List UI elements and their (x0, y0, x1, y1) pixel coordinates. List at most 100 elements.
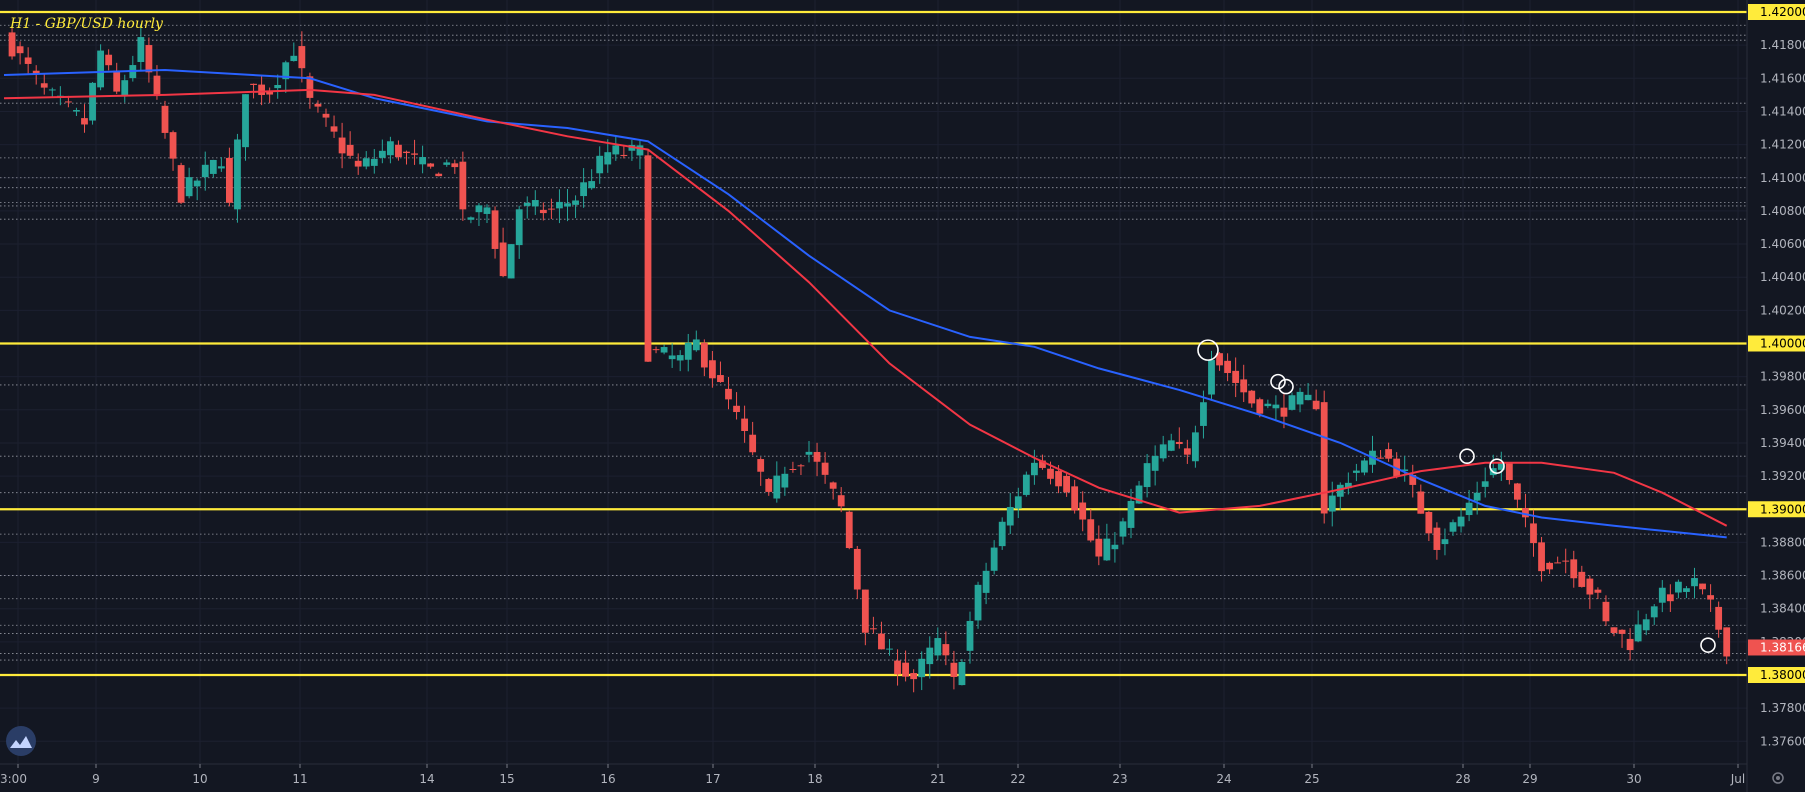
candle-body (1232, 370, 1240, 383)
candle-body (274, 84, 282, 89)
x-tick-label: 11 (292, 772, 307, 786)
candle-body (1618, 629, 1626, 634)
candle-body (177, 165, 185, 203)
candle-body (1361, 460, 1368, 473)
price-axis-bg (1748, 0, 1805, 764)
candle-body (1095, 538, 1103, 557)
candle-body (145, 45, 153, 73)
candle-body (32, 70, 40, 74)
candle-body (1699, 583, 1706, 590)
candle-body (644, 155, 652, 362)
candle-body (684, 342, 692, 360)
candle-body (185, 177, 193, 197)
candle-body (306, 76, 314, 98)
candle-body (459, 161, 467, 210)
x-tick-label: 3:00 (0, 772, 27, 786)
candle-body (580, 182, 587, 197)
candle-body (81, 118, 88, 125)
candle-body (121, 80, 129, 97)
candle-body (73, 110, 80, 112)
candle-body (1079, 502, 1087, 520)
candle-body (1377, 457, 1384, 459)
y-tick-label: 1.41800 (1760, 38, 1805, 52)
y-tick-label: 1.38800 (1760, 535, 1805, 549)
candle-body (1522, 508, 1529, 518)
candle-body (234, 139, 241, 210)
candle-body (475, 205, 483, 213)
y-tick-label: 1.41600 (1760, 71, 1805, 85)
key-level-tag (1748, 4, 1805, 20)
x-tick-label: 23 (1112, 772, 1127, 786)
candle-body (113, 70, 121, 92)
y-tick-label: 1.39800 (1760, 370, 1805, 384)
candle-body (1014, 496, 1022, 509)
candle-body (990, 547, 998, 571)
candle-body (1031, 462, 1038, 476)
candle-body (1047, 468, 1054, 479)
candle-body (1320, 402, 1328, 514)
candle-body (604, 152, 612, 165)
candle-body (1200, 402, 1207, 426)
candle-body (709, 360, 716, 379)
candle-body (515, 209, 523, 246)
y-tick-label: 1.40400 (1760, 270, 1805, 284)
candle-body (1505, 462, 1513, 481)
candle-body (346, 144, 354, 156)
candle-body (1538, 542, 1545, 572)
candle-body (821, 462, 829, 475)
candle-body (1642, 619, 1650, 631)
candle-body (733, 405, 740, 413)
candle-body (717, 375, 724, 383)
candle-body (1473, 492, 1481, 501)
candle-body (1409, 474, 1417, 485)
candle-body (1240, 379, 1248, 393)
candle-body (556, 201, 563, 209)
price-axis[interactable]: 1.376001.378001.380001.382001.384001.386… (1748, 0, 1805, 764)
time-axis[interactable]: 3:00 9 10 11 14 15 16 17 18 21 22 23 24 25 28 29 30 Jul (0, 764, 1745, 786)
candle-body (1264, 403, 1272, 407)
candle-body (1063, 475, 1070, 493)
key-level-tag-label: 1.39000 (1760, 502, 1805, 516)
candle-body (8, 32, 16, 57)
candle-body (1127, 500, 1135, 528)
candle-body (1256, 399, 1264, 414)
candle-body (322, 113, 330, 118)
candle-body (1675, 581, 1682, 593)
candle-body (1272, 404, 1280, 409)
candle-body (1151, 455, 1159, 471)
candle-body (652, 349, 660, 351)
candle-body (483, 207, 491, 214)
x-tick-label: Jul (1730, 772, 1745, 786)
y-tick-label: 1.37600 (1760, 734, 1805, 748)
candle-body (1610, 627, 1618, 633)
candle-body (676, 355, 684, 361)
candle-body (258, 84, 265, 96)
candle-body (725, 388, 732, 400)
candle-body (290, 55, 298, 62)
candle-body (749, 434, 757, 453)
candle-body (1594, 589, 1602, 593)
candle-body (1183, 448, 1191, 455)
marker-circle (1270, 373, 1286, 390)
tradingview-logo-icon[interactable] (6, 726, 36, 756)
candle-body (588, 181, 596, 189)
x-tick-label: 28 (1455, 772, 1470, 786)
candle-body (1497, 463, 1505, 470)
candle-body (773, 475, 781, 499)
candle-body (700, 342, 708, 368)
candle-body (226, 157, 233, 203)
candle-body (419, 157, 426, 165)
candle-body (1119, 521, 1127, 537)
candle-body (1071, 486, 1079, 511)
candle-body (266, 90, 274, 95)
candle-body (539, 209, 547, 214)
gear-icon[interactable] (1772, 772, 1784, 784)
candle-body (918, 658, 926, 678)
candle-body (564, 203, 571, 207)
candle-body (1192, 432, 1199, 462)
candle-body (1039, 460, 1046, 468)
key-level-tag-label: 1.38000 (1760, 668, 1805, 682)
candle-body (48, 89, 56, 91)
candle-body (1175, 441, 1183, 445)
